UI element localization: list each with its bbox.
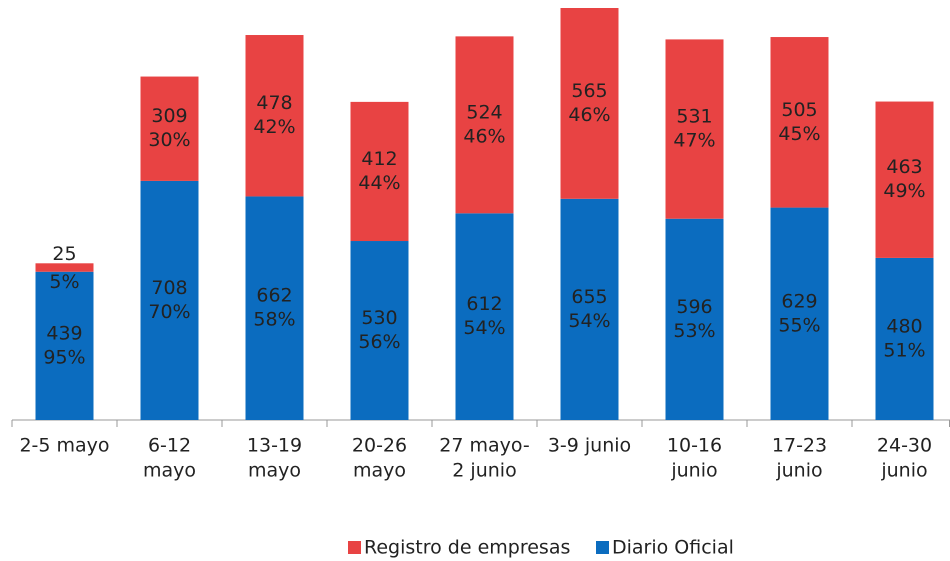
x-tick-label: junio xyxy=(775,460,822,482)
x-tick-label: 17-23 xyxy=(772,435,827,457)
bar-segment xyxy=(560,198,619,420)
share-label: 54% xyxy=(568,310,610,332)
bar-segment xyxy=(455,36,514,214)
legend-swatch xyxy=(348,541,361,554)
x-tick-label: 20-26 xyxy=(352,435,407,457)
bar-segment xyxy=(245,35,304,197)
value-label: 463 xyxy=(886,156,922,178)
share-label: 95% xyxy=(43,346,85,368)
bar-segment xyxy=(245,196,304,420)
value-label: 25 xyxy=(52,243,76,265)
value-label: 524 xyxy=(466,101,502,123)
bar-segment xyxy=(350,101,409,242)
share-label: 58% xyxy=(253,309,295,331)
x-tick-label: mayo xyxy=(353,460,406,482)
value-label: 662 xyxy=(256,285,292,307)
value-label: 612 xyxy=(466,293,502,315)
share-label: 44% xyxy=(358,172,400,194)
value-label: 531 xyxy=(676,106,712,128)
x-tick-label: 2-5 mayo xyxy=(19,435,109,457)
share-label: 49% xyxy=(883,180,925,202)
value-label: 596 xyxy=(676,296,712,318)
share-label: 42% xyxy=(253,116,295,138)
value-label: 439 xyxy=(46,322,82,344)
bar-segment xyxy=(875,101,934,258)
share-label: 53% xyxy=(673,320,715,342)
bar-segment xyxy=(770,207,829,420)
x-tick-label: 27 mayo- xyxy=(439,435,529,457)
x-tick-label: 3-9 junio xyxy=(548,435,631,457)
x-tick-label: mayo xyxy=(248,460,301,482)
value-label: 629 xyxy=(781,290,817,312)
value-label: 655 xyxy=(571,286,607,308)
share-label: 47% xyxy=(673,130,715,152)
share-label: 54% xyxy=(463,317,505,339)
x-tick-label: 6-12 xyxy=(148,435,191,457)
x-tick-label: junio xyxy=(880,460,927,482)
value-label: 530 xyxy=(361,307,397,329)
x-tick-label: mayo xyxy=(143,460,196,482)
legend-label: Diario Oficial xyxy=(612,537,734,559)
share-label: 46% xyxy=(568,104,610,126)
share-label: 5% xyxy=(49,271,79,293)
share-label: 30% xyxy=(148,129,190,151)
share-label: 70% xyxy=(148,301,190,323)
x-tick-label: 10-16 xyxy=(667,435,722,457)
share-label: 56% xyxy=(358,331,400,353)
x-tick-label: 13-19 xyxy=(247,435,302,457)
bar-segment xyxy=(770,37,829,208)
value-label: 505 xyxy=(781,99,817,121)
bar-segment xyxy=(560,8,619,199)
value-label: 480 xyxy=(886,315,922,337)
legend-label: Registro de empresas xyxy=(364,537,570,559)
legend-swatch xyxy=(596,541,609,554)
bar-segment xyxy=(665,39,724,219)
share-label: 46% xyxy=(463,125,505,147)
value-label: 478 xyxy=(256,92,292,114)
bar-segment xyxy=(35,263,94,272)
share-label: 51% xyxy=(883,339,925,361)
x-tick-label: 2 junio xyxy=(452,460,516,482)
bar-segment xyxy=(350,241,409,420)
x-tick-label: 24-30 xyxy=(877,435,932,457)
value-label: 565 xyxy=(571,80,607,102)
value-label: 708 xyxy=(151,277,187,299)
bar-segment xyxy=(140,76,199,181)
bar-segment xyxy=(140,180,199,420)
bar-segment xyxy=(875,257,934,420)
x-tick-label: junio xyxy=(670,460,717,482)
value-label: 309 xyxy=(151,105,187,127)
share-label: 45% xyxy=(778,123,820,145)
bar-segment xyxy=(35,271,94,420)
share-label: 55% xyxy=(778,314,820,336)
value-label: 412 xyxy=(361,148,397,170)
bar-segment xyxy=(455,213,514,420)
bar-segment xyxy=(665,218,724,420)
